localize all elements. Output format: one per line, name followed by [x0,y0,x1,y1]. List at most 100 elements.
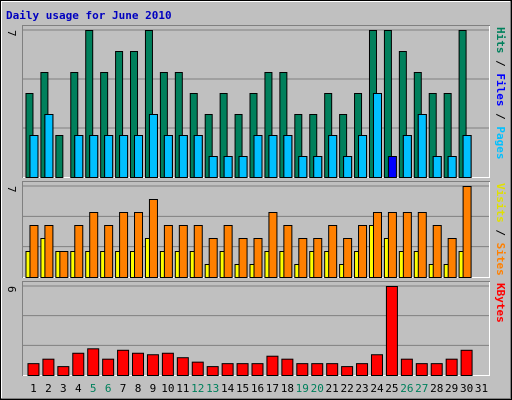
bar [223,156,233,178]
bar [102,358,115,376]
chart-title: Daily usage for June 2010 [6,9,172,22]
bar [447,238,457,278]
bar [417,212,427,278]
bar [313,156,323,178]
bar [283,135,293,178]
x-tick-label: 28 [430,382,443,395]
bar [447,156,457,178]
bar [236,363,249,376]
bar [29,135,39,178]
x-tick-label: 12 [191,382,204,395]
legend: Hits / Files / Pages [494,27,507,160]
legend-entry: Sites [494,243,507,276]
x-tick-label: 22 [340,382,353,395]
legend-separator: / [494,54,507,74]
bar [148,114,158,178]
bar [387,156,397,178]
bar [57,366,70,377]
legend: KBytes [494,283,507,323]
bar [74,225,84,278]
bar [119,212,129,278]
bar [191,361,204,376]
bar [358,225,368,278]
x-tick-label: 24 [370,382,384,395]
bar [176,357,189,377]
x-tick-label: 14 [221,382,235,395]
bar [281,358,294,376]
bar [283,225,293,278]
bar [238,238,248,278]
bar [328,135,338,178]
bar [298,156,308,178]
bar [460,349,473,376]
x-tick-label: 21 [326,382,339,395]
bar [193,225,203,278]
x-tick-label: 8 [135,382,142,395]
bar [148,199,158,278]
bar [89,135,99,178]
y-tick-label: 7 [5,186,18,193]
legend-separator: / [494,107,507,127]
bar [445,358,458,376]
bar [298,238,308,278]
bar [223,225,233,278]
bar [462,135,472,178]
bar [387,212,397,278]
bar [343,156,353,178]
x-tick-label: 6 [105,382,112,395]
x-tick-label: 19 [296,382,309,395]
bar [44,114,54,178]
bar [221,363,234,376]
x-tick-label: 30 [460,382,473,395]
x-tick-label: 27 [415,382,428,395]
bar [132,352,145,376]
legend-entry: KBytes [494,283,507,323]
x-tick-label: 23 [355,382,368,395]
y-tick-label: 6 [5,286,18,293]
bar [356,363,369,376]
bar [251,363,264,376]
bar [358,135,368,178]
x-tick-label: 1 [30,382,37,395]
bar [161,352,174,376]
bar [117,349,130,376]
legend-entry: Hits [494,27,507,54]
bar [266,355,279,377]
bar [178,225,188,278]
bar [208,238,218,278]
bar [89,212,99,278]
x-tick-label: 31 [475,382,488,395]
bar [417,114,427,178]
x-tick-label: 29 [445,382,458,395]
bar [146,354,159,377]
bar [193,135,203,178]
bar [402,135,412,178]
bar [385,286,398,376]
bar [432,156,442,178]
y-tick-label: 7 [5,30,18,37]
x-tick-label: 17 [266,382,279,395]
bar [27,363,40,376]
bar [238,156,248,178]
bar [402,212,412,278]
bar [29,225,39,278]
bar [178,135,188,178]
bar [328,225,338,278]
x-tick-label: 13 [206,382,219,395]
legend-entry: Files [494,73,507,106]
bar [296,363,309,376]
bar [104,225,114,278]
bar [383,30,392,178]
bar [119,135,129,178]
bar [44,225,54,278]
bar [432,225,442,278]
legend-separator: / [494,223,507,243]
x-tick-label: 16 [251,382,264,395]
x-tick-label: 7 [120,382,127,395]
x-tick-label: 11 [176,382,189,395]
bar [370,354,383,377]
bar [104,135,114,178]
x-tick-label: 26 [400,382,413,395]
legend: Visits / Sites [494,183,507,276]
